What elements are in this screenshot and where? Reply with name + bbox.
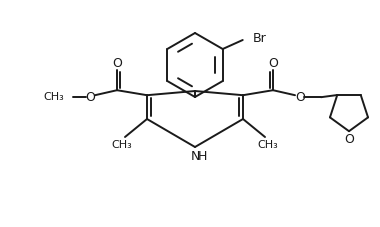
Text: O: O xyxy=(112,57,122,70)
Text: CH₃: CH₃ xyxy=(258,140,279,150)
Text: H: H xyxy=(197,151,207,163)
Text: CH₃: CH₃ xyxy=(112,140,132,150)
Text: O: O xyxy=(295,91,305,104)
Text: O: O xyxy=(85,91,95,104)
Text: O: O xyxy=(344,133,354,146)
Text: CH₃: CH₃ xyxy=(43,92,64,102)
Text: O: O xyxy=(268,57,278,70)
Text: N: N xyxy=(190,151,200,163)
Text: Br: Br xyxy=(253,32,266,45)
